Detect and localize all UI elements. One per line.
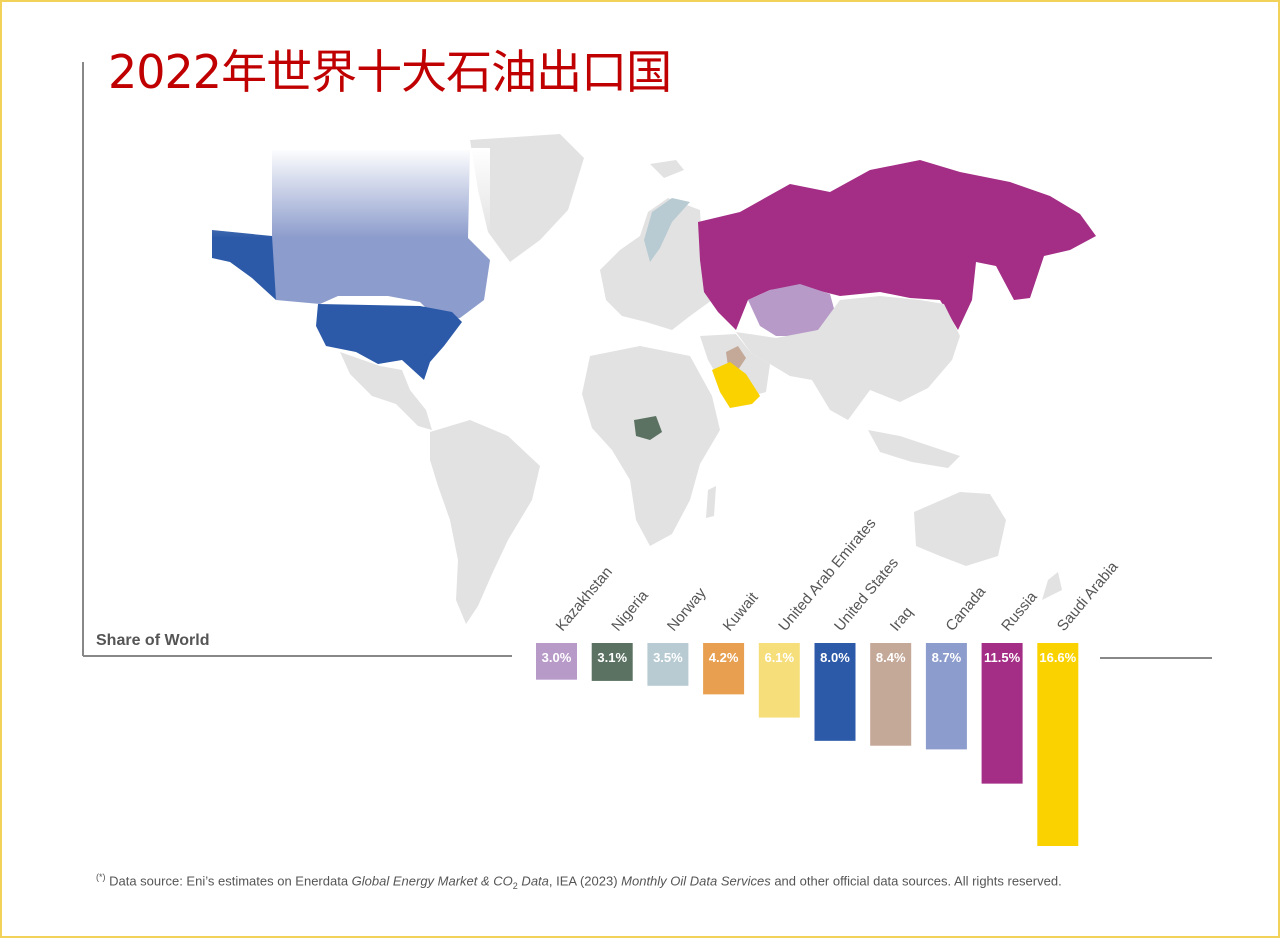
category-label-norway: Norway [664,584,710,634]
map-alaska [212,230,276,300]
category-label-nigeria: Nigeria [608,587,652,635]
category-label-iraq: Iraq [887,604,917,635]
value-label-nigeria: 3.1% [597,650,627,665]
footnote-text-3: and other official data sources. All rig… [770,873,1062,889]
footnote: (*) Data source: Eni’s estimates on Ener… [96,872,1062,891]
value-label-iraq: 8.4% [876,650,906,665]
bar-norway [647,643,689,686]
category-label-united-arab-emirates: United Arab Emirates [775,515,879,635]
map-new-zealand [1042,572,1062,600]
value-label-russia: 11.5% [984,650,1021,665]
footnote-italic-1: Global Energy Market & CO [351,873,513,889]
value-label-canada: 8.7% [932,650,962,665]
map-saudi-arabia [712,362,760,408]
bar-united-states [814,643,856,741]
map-asia [736,296,960,420]
map-russia [698,160,1096,330]
page-title: 2022年世界十大石油出口国 [108,45,672,99]
map-australia [914,492,1006,566]
category-label-russia: Russia [998,588,1041,635]
chart-subtitle: Share of World [96,632,210,649]
bar-kuwait [703,643,745,695]
footnote-mark: (*) [96,872,106,882]
footnote-sub: 2 [512,880,518,891]
map-iceland [650,160,684,178]
category-label-kazakhstan: Kazakhstan [553,564,616,635]
category-label-canada: Canada [942,583,989,635]
footnote-text-2: , IEA (2023) [548,873,622,889]
map-africa [582,346,720,546]
map-south-america [430,420,540,624]
value-label-united-arab-emirates: 6.1% [764,650,794,665]
footnote-italic-2: Data [517,873,549,889]
value-label-united-states: 8.0% [820,650,850,665]
bar-saudi-arabia [1037,643,1079,846]
map-greenland [470,134,584,262]
map-nigeria [634,416,662,440]
map-united-states [316,304,462,380]
value-label-saudi-arabia: 16.6% [1039,650,1076,665]
map-europe [600,198,722,330]
value-label-norway: 3.5% [653,650,683,665]
bar-russia [981,643,1023,784]
footnote-text-1: Data source: Eni’s estimates on Enerdata [105,873,352,889]
map-madagascar [706,486,716,518]
map-norway [644,198,690,262]
map-kazakhstan [748,284,836,336]
bar-nigeria [591,643,633,681]
category-label-kuwait: Kuwait [720,589,762,635]
bar-kazakhstan [536,643,577,680]
value-label-kazakhstan: 3.0% [542,650,572,665]
bar-canada [925,643,967,750]
footnote-italic-3: Monthly Oil Data Services [621,873,771,889]
bar-united-arab-emirates [758,643,800,718]
category-label-saudi-arabia: Saudi Arabia [1054,558,1122,635]
map-fade [210,148,490,238]
map-southeast-asia [868,430,960,468]
bar-iraq [870,643,912,746]
value-label-kuwait: 4.2% [709,650,739,665]
map-mexico [340,352,432,430]
